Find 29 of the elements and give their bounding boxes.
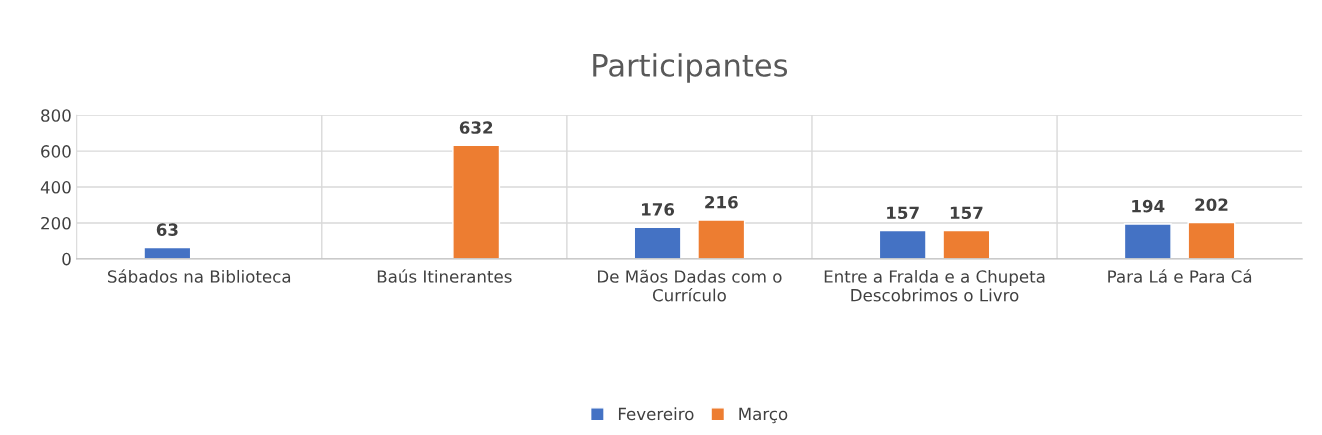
- bar: [697, 219, 746, 259]
- bar: [452, 144, 501, 259]
- x-tick-label: Sábados na Biblioteca: [107, 269, 291, 283]
- y-tick-label: 800: [41, 109, 71, 122]
- y-tick-label: 600: [41, 145, 71, 158]
- x-tick-label: Entre a Fralda e a Chupeta Descobrimos o Livro: [824, 269, 1045, 302]
- legend-label: Fevereiro: [618, 407, 694, 421]
- data-label: 194: [1132, 199, 1165, 213]
- x-tick-label: De Mãos Dadas com o Currículo: [598, 269, 782, 302]
- x-tick-label: Para Lá e Para Cá: [1108, 269, 1252, 283]
- bar: [1187, 221, 1236, 259]
- chart-title: Participantes: [593, 53, 788, 83]
- bar: [942, 229, 991, 259]
- y-tick-label: 400: [40, 181, 71, 194]
- data-label: 176: [642, 203, 675, 216]
- data-label: 632: [459, 121, 493, 134]
- bar: [878, 229, 927, 259]
- data-label: 157: [950, 206, 983, 220]
- data-label: 202: [1195, 198, 1228, 212]
- data-label: 216: [705, 195, 738, 209]
- y-tick-label: 0: [62, 252, 71, 266]
- legend-label: Março: [739, 407, 788, 424]
- data-label: 157: [887, 206, 919, 220]
- bar: [633, 226, 682, 259]
- x-tick-label: Baús Itinerantes: [377, 269, 512, 283]
- data-label: 63: [156, 223, 178, 236]
- y-tick-label: 200: [41, 216, 71, 230]
- bar: [1123, 223, 1172, 259]
- bar: [143, 246, 192, 259]
